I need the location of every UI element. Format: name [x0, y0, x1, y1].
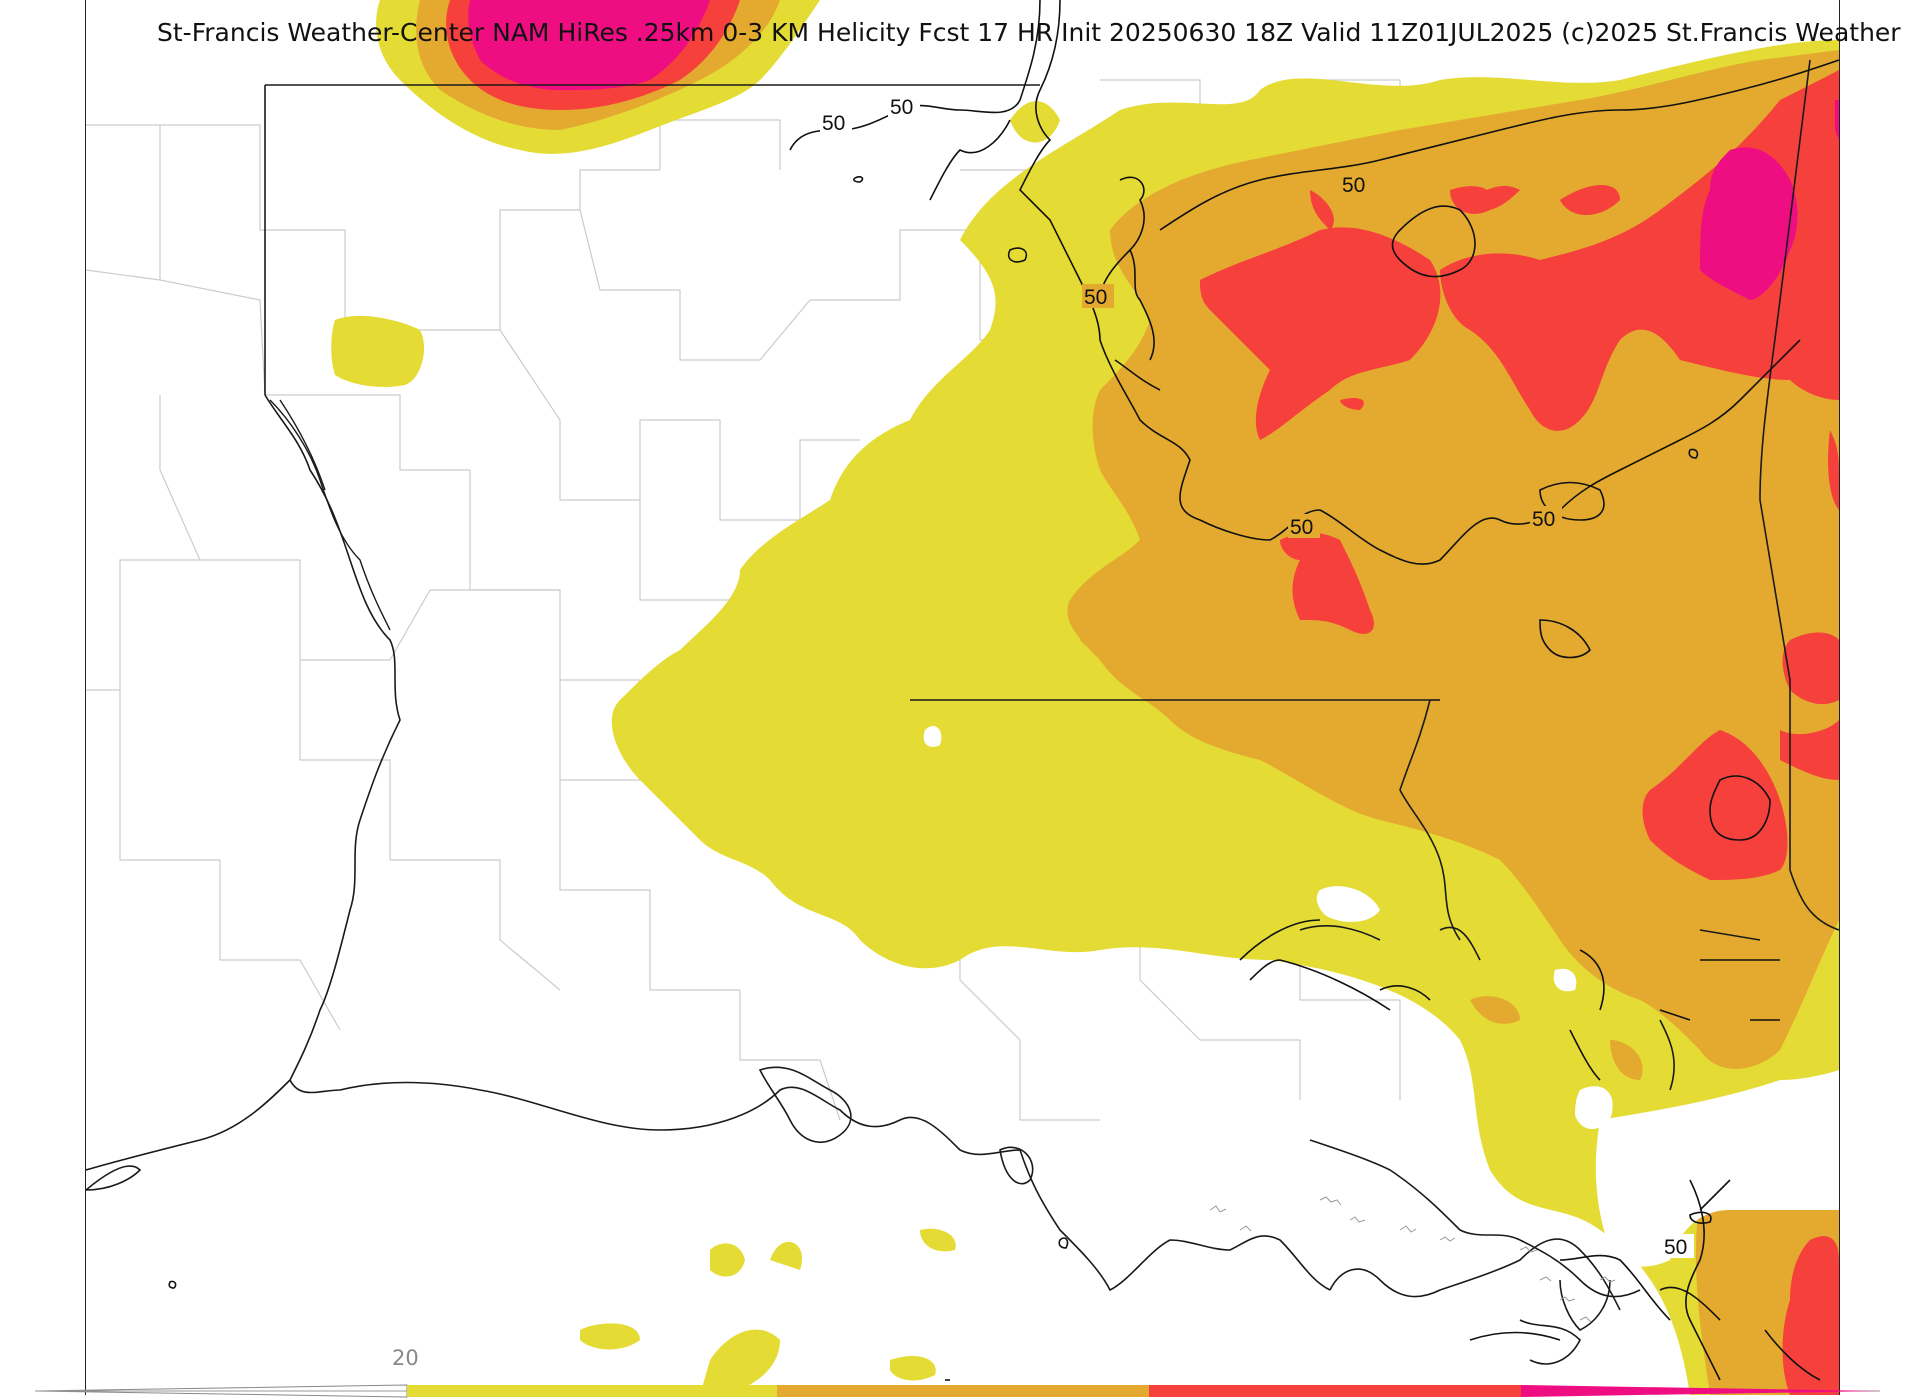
marsh-texture: [1209, 1196, 1616, 1323]
colorbar-swatch-orange: [777, 1385, 1149, 1397]
contour-label-5: 50: [1290, 516, 1313, 539]
helicity-magenta-zone: [468, 0, 1839, 300]
contour-label-2: 50: [890, 96, 913, 119]
contour-50: [168, 0, 1839, 1381]
contour-label-4: 50: [1084, 286, 1107, 309]
contour-label-7: 50: [1664, 1236, 1687, 1259]
map-title: St-Francis Weather-Center NAM HiRes .25k…: [157, 18, 1901, 47]
coastline: [86, 394, 1641, 1365]
colorbar-label-20: 20: [392, 1346, 419, 1370]
colorbar-swatch-yellow: [407, 1385, 777, 1397]
contour-label-1: 50: [822, 112, 845, 135]
colorbar-swatch-magenta: [1521, 1385, 1880, 1397]
fill-gaps: [923, 725, 1839, 1267]
contour-labels: 50 50 50 50 50 50 50: [820, 94, 1694, 1259]
colorbar: [34, 1384, 1880, 1398]
state-borders: [264, 59, 1839, 1091]
colorbar-swatch-red: [1149, 1385, 1521, 1397]
map-frame: [85, 0, 1840, 1395]
contour-label-6: 50: [1532, 508, 1555, 531]
contour-label-3: 50: [1342, 174, 1365, 197]
river-boundary: [269, 399, 391, 631]
